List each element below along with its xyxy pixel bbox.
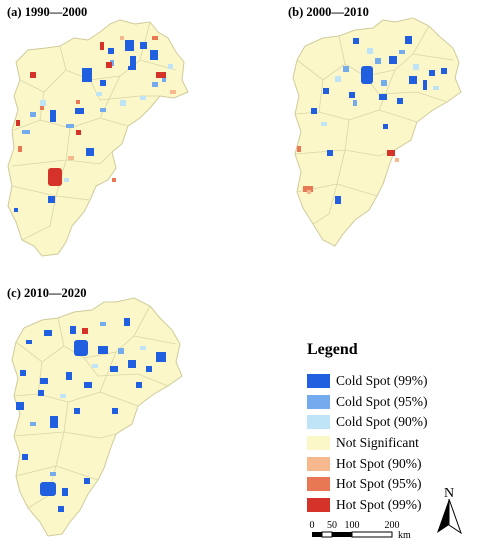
scale-segment xyxy=(321,531,333,538)
legend-swatch xyxy=(307,456,330,471)
panel-title-c: (c) 2010—2020 xyxy=(7,286,87,300)
scale-tick-label: 50 xyxy=(327,520,337,531)
north-label: N xyxy=(444,486,454,501)
legend-swatch xyxy=(307,374,330,389)
panel-title-a: (a) 1990—2000 xyxy=(7,5,88,19)
legend-swatch xyxy=(307,394,330,409)
map-panel-c: (c) 2010—2020 xyxy=(0,282,200,550)
legend-swatch xyxy=(307,477,330,492)
legend: Legend Cold Spot (99%) Cold Spot (95%) C… xyxy=(307,341,472,515)
legend-swatch xyxy=(307,436,330,451)
legend-swatch xyxy=(307,497,330,512)
hotspot-cells xyxy=(297,36,447,204)
legend-item: Cold Spot (99%) xyxy=(307,371,472,392)
legend-swatch xyxy=(307,415,330,430)
legend-title: Legend xyxy=(307,341,358,358)
scale-tick-label: 200 xyxy=(385,520,400,531)
legend-label: Hot Spot (99%) xyxy=(336,496,422,512)
scale-segment xyxy=(332,532,352,537)
legend-label: Cold Spot (95%) xyxy=(336,393,428,409)
legend-label: Not Significant xyxy=(336,435,419,451)
legend-label: Hot Spot (95%) xyxy=(336,476,422,492)
legend-label: Cold Spot (90%) xyxy=(336,414,428,430)
hotspot-cells xyxy=(16,318,166,512)
province-shape xyxy=(292,17,462,247)
legend-item: Cold Spot (90%) xyxy=(307,412,472,433)
hotspot-cells xyxy=(14,36,176,212)
north-arrow-icon: N xyxy=(437,486,462,535)
panel-title-b: (b) 2000—2010 xyxy=(288,5,369,19)
scale-bar: 0 50 100 200 km xyxy=(310,520,412,541)
province-shape xyxy=(7,19,189,257)
map-b xyxy=(292,17,462,247)
scale-segment xyxy=(351,531,393,538)
legend-label: Cold Spot (99%) xyxy=(336,373,428,389)
legend-item: Cold Spot (95%) xyxy=(307,392,472,413)
map-panel-b: (b) 2000—2010 xyxy=(283,0,477,260)
map-a xyxy=(7,19,189,257)
legend-item: Hot Spot (99%) xyxy=(307,495,472,516)
map-panel-a: (a) 1990—2000 xyxy=(0,0,200,260)
legend-item: Hot Spot (90%) xyxy=(307,453,472,474)
scale-segment xyxy=(312,532,322,537)
scale-unit: km xyxy=(398,530,411,541)
legend-item: Not Significant xyxy=(307,433,472,454)
legend-label: Hot Spot (90%) xyxy=(336,455,422,471)
scale-tick-label: 0 xyxy=(310,520,315,531)
county-boundaries xyxy=(294,25,454,225)
legend-item: Hot Spot (95%) xyxy=(307,474,472,495)
province-shape xyxy=(11,297,183,537)
map-c xyxy=(11,297,183,537)
scale-tick-label: 100 xyxy=(345,520,360,531)
legend-items: Cold Spot (99%) Cold Spot (95%) Cold Spo… xyxy=(307,371,472,515)
